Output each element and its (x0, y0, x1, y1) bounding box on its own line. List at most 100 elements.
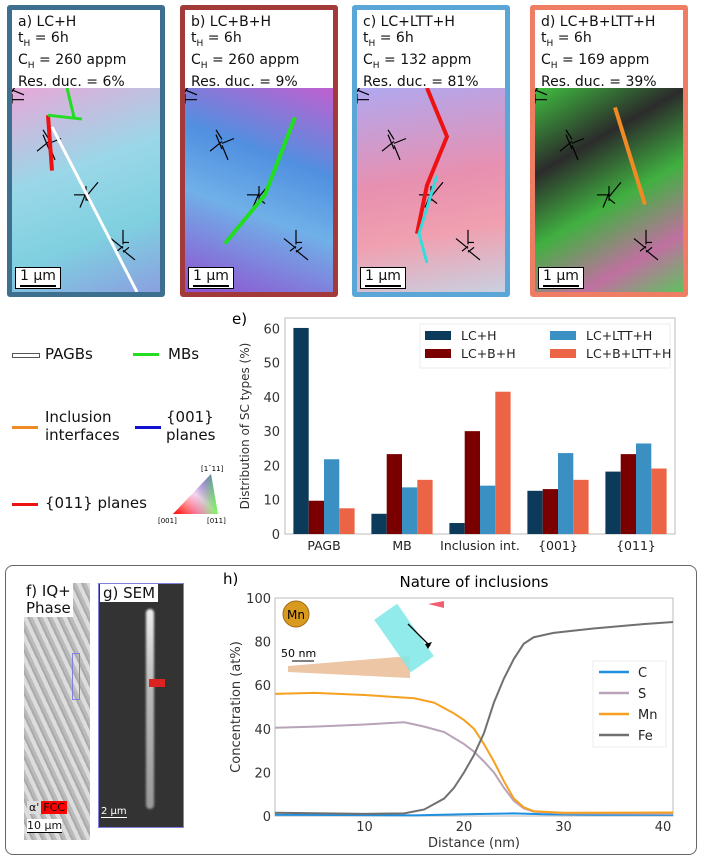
legend-entry: LC+LTT+H (586, 328, 652, 343)
scale-bar: 1 µm (15, 267, 61, 289)
y-tick-label: 10 (263, 494, 280, 509)
bar-LC+H (293, 327, 309, 534)
p011-label: {011} planes (45, 494, 147, 512)
y-tick-label: 0 (263, 810, 271, 825)
panel-caption: d) LC+B+LTT+H tH = 6h CH = 169 appm Res.… (541, 14, 657, 90)
scale-bar: 1 µm (538, 267, 584, 289)
panel-caption: c) LC+LTT+H tH = 6h CH = 132 appm Res. d… (363, 14, 479, 90)
ebsd-map (12, 88, 160, 292)
line-Mn (274, 691, 674, 814)
chart-title: Nature of inclusions (400, 573, 549, 591)
grain-boundary (535, 89, 548, 96)
bar-LC+LTT+H (480, 485, 496, 534)
crack-trace (415, 88, 450, 235)
residual-ductility: Res. duc. = 81% (363, 73, 479, 90)
y-tick-label: 60 (263, 322, 280, 337)
chart-legend: LC+H LC+B+H LC+LTT+H LC+B+LTT+H (419, 323, 671, 369)
ebsd-map (185, 88, 333, 292)
y-axis-label: Concentration (at%) (229, 641, 244, 773)
panel-label: c) LC+LTT+H (363, 14, 455, 30)
bar-LC+H (527, 490, 543, 534)
legend-entry: LC+B+H (461, 346, 516, 361)
legend-entry: LC+B+LTT+H (586, 346, 671, 361)
x-tick-label: 10 (356, 820, 373, 835)
grain-boundary (295, 249, 309, 261)
x-tick-label: 20 (456, 820, 473, 835)
iq-phase-map: f) IQ+ Phase α' FCC 10 µm (24, 583, 90, 840)
scale-bar: 1 µm (360, 267, 406, 289)
y-tick-label: 20 (263, 459, 280, 474)
bar-LC+LTT+H (402, 487, 418, 534)
chart-legend: CS Mn Fe (592, 660, 667, 748)
arrow-head-icon (425, 642, 432, 649)
grain-boundary (357, 88, 361, 93)
bar-LC+B+LTT+H (651, 468, 667, 534)
y-axis-label: Distribution of SC types (%) (238, 343, 252, 510)
crack-trace (65, 88, 76, 118)
direction-arrow (407, 623, 431, 647)
mn-atom-icon (282, 600, 310, 628)
bar-LC+B+LTT+H (573, 479, 589, 534)
y-tick-label: 50 (263, 357, 280, 372)
bar-LC+B+LTT+H (495, 391, 511, 534)
hydrogen-content: CH = 260 appm (191, 51, 300, 71)
ebsd-map (535, 88, 683, 292)
grain-boundary (387, 129, 395, 140)
bar-LC+LTT+H (558, 453, 574, 534)
legend-entry: S (638, 687, 646, 702)
f-scale-bar: 10 µm (27, 819, 63, 833)
line-C (274, 812, 674, 817)
grain-boundary (535, 88, 539, 93)
scale-bar: 1 µm (188, 267, 234, 289)
hydrogen-content: CH = 169 appm (541, 51, 650, 71)
p001-label: {001} (166, 408, 214, 426)
legend-swatch (550, 349, 576, 358)
ipf-triangle: [1¯11] [001] [011] (158, 465, 226, 525)
legend-box (419, 323, 671, 369)
p001-label-2: planes (166, 426, 216, 444)
grain-boundary (283, 238, 297, 249)
roi-cylinder (374, 603, 434, 673)
y-tick-label: 80 (254, 636, 271, 651)
sem-image: g) SEM 2 µm (98, 583, 184, 828)
panel-a: a) LC+H tH = 6h CH = 260 appm Res. duc. … (7, 5, 165, 297)
legend-swatch (425, 349, 451, 358)
panel-label: e) (232, 310, 247, 328)
sem-marker (428, 601, 444, 608)
panel-caption: b) LC+B+H tH = 6h CH = 260 appm Res. duc… (191, 14, 299, 90)
crack-trace (47, 113, 83, 121)
f-label: f) IQ+ (26, 582, 71, 600)
grain-boundary (430, 181, 444, 198)
residual-ductility: Res. duc. = 9% (191, 73, 298, 90)
grain-boundary (645, 249, 659, 261)
hydrogen-time: tH = 6h (191, 30, 242, 49)
y-tick-label: 60 (254, 679, 271, 694)
g-scale-bar: 2 µm (101, 806, 127, 818)
y-tick-label: 30 (263, 425, 280, 440)
inclusion-label-2: interfaces (45, 426, 120, 444)
bar-LC+B+H (386, 454, 402, 534)
x-tick-label: {011} (616, 538, 656, 553)
concentration-chart: h) Nature of inclusions 0 20 40 60 80 100 10 20 30… (223, 570, 674, 851)
bar-LC+LTT+H (324, 459, 340, 534)
grain-boundary (12, 89, 25, 96)
ipf-top-label: [1¯11] (201, 465, 224, 473)
grain-boundary (122, 249, 136, 261)
apt-reconstruction (288, 656, 410, 678)
crack-trace (417, 175, 439, 264)
apt-scale-bar: 50 nm (281, 647, 316, 660)
mn-label: Mn (287, 608, 305, 622)
pagb-label: PAGBs (45, 345, 93, 363)
legend-swatch (425, 331, 451, 340)
bar-LC+H (371, 513, 387, 534)
residual-ductility: Res. duc. = 39% (541, 73, 657, 90)
legend-entry: C (638, 666, 647, 681)
grain-boundary (467, 246, 475, 253)
grain-boundary (633, 238, 647, 249)
p011-swatch (12, 503, 38, 506)
panel-label: a) LC+H (18, 14, 77, 30)
y-tick-label: 0 (272, 528, 280, 543)
bar-LC+B+LTT+H (339, 508, 355, 534)
grain-boundary (110, 238, 124, 249)
grain-boundary (221, 137, 235, 144)
